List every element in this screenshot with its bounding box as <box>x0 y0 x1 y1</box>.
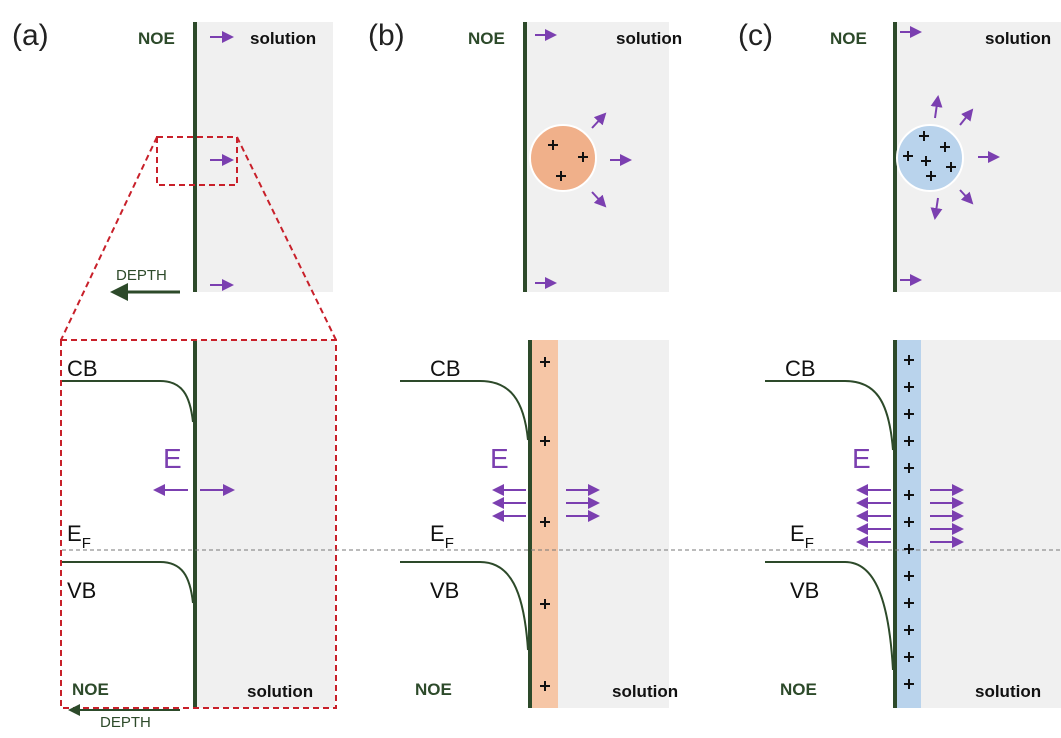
medium-label: solution <box>250 29 316 48</box>
panel-label: (a) <box>12 19 49 52</box>
diagram: (a) (b) (c) NOE solution DEPTH CB E EF V… <box>0 0 1061 738</box>
electrode-label: NOE <box>138 29 175 48</box>
cb-label: CB <box>785 356 816 381</box>
axis-label: DEPTH <box>100 714 151 731</box>
fermi-sub: F <box>445 535 454 552</box>
cb-label: CB <box>430 356 461 381</box>
path <box>400 562 528 650</box>
medium-label: solution <box>975 682 1041 701</box>
fermi-sub: F <box>805 535 814 552</box>
electrode-label: NOE <box>72 680 109 699</box>
medium-label: solution <box>247 682 313 701</box>
rect <box>558 340 669 708</box>
rect <box>921 340 1061 708</box>
electrode-label: NOE <box>780 680 817 699</box>
rect <box>195 340 335 708</box>
path <box>765 381 893 450</box>
electrode-label: NOE <box>415 680 452 699</box>
electrode-label: NOE <box>468 29 505 48</box>
axis-label: DEPTH <box>116 267 167 284</box>
field-label: E <box>163 443 182 474</box>
fermi-main: E <box>67 521 82 546</box>
path <box>62 381 193 422</box>
vb-label: VB <box>790 578 819 603</box>
path <box>765 562 893 670</box>
panel-label: (c) <box>738 19 773 52</box>
fermi-sub: F <box>82 535 91 552</box>
cb-label: CB <box>67 356 98 381</box>
fermi-main: E <box>790 521 805 546</box>
fermi-label: EF <box>67 521 91 552</box>
vb-label: VB <box>430 578 459 603</box>
shapes <box>61 22 1061 710</box>
medium-label: solution <box>616 29 682 48</box>
fermi-label: EF <box>790 521 814 552</box>
path <box>400 381 528 440</box>
field-label: E <box>852 443 871 474</box>
circle <box>897 125 963 191</box>
field-label: E <box>490 443 509 474</box>
fermi-main: E <box>430 521 445 546</box>
vb-label: VB <box>67 578 96 603</box>
electrode-label: NOE <box>830 29 867 48</box>
medium-label: solution <box>612 682 678 701</box>
medium-label: solution <box>985 29 1051 48</box>
fermi-label: EF <box>430 521 454 552</box>
rect <box>195 22 333 292</box>
panel-label: (b) <box>368 19 405 52</box>
